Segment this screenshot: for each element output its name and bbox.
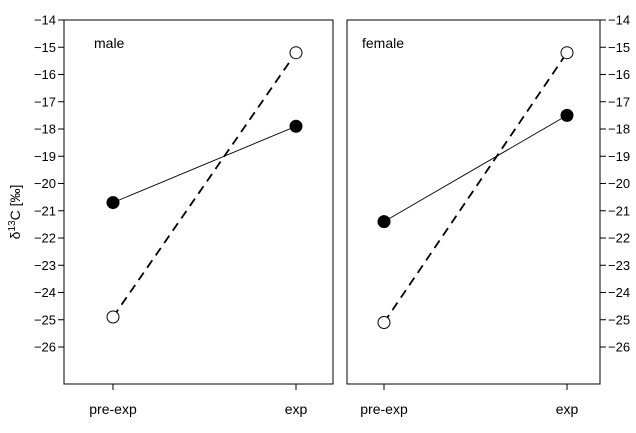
filled-point xyxy=(560,108,574,122)
panel-female: female −14 −15 −16 −17 −18 −19 −20 −21 −22 −23 −24 −… xyxy=(346,13,630,417)
open-point xyxy=(289,46,303,60)
y-tick-label: −25 xyxy=(34,312,56,327)
y-axis-label-suffix: C [‰] xyxy=(7,185,23,221)
plot-frame xyxy=(63,19,334,385)
y-tick-label: −19 xyxy=(608,149,630,164)
y-tick-label: −16 xyxy=(608,67,630,82)
y-tick-label: −20 xyxy=(608,176,630,191)
y-tick-label: −16 xyxy=(34,67,56,82)
series-line-dashed xyxy=(112,52,297,318)
y-tick-label: −22 xyxy=(608,231,630,246)
y-tick-label: −18 xyxy=(34,122,56,137)
y-tick-label: −24 xyxy=(608,285,630,300)
open-point xyxy=(560,46,574,60)
y-tick-label: −24 xyxy=(34,285,56,300)
filled-point xyxy=(289,119,303,133)
x-tick-label: pre-exp xyxy=(360,401,408,417)
x-tick-label: exp xyxy=(556,401,579,417)
series-line-solid xyxy=(112,125,297,203)
panel-title: female xyxy=(362,35,404,51)
y-tick-label: −23 xyxy=(34,258,56,273)
y-tick-label: −20 xyxy=(34,176,56,191)
filled-point xyxy=(106,196,120,210)
y-tick-label: −22 xyxy=(34,231,56,246)
x-tick-label: pre-exp xyxy=(89,401,137,417)
x-tick-label: exp xyxy=(285,401,308,417)
y-tick-label: −25 xyxy=(608,312,630,327)
y-tick-label: −17 xyxy=(34,94,56,109)
y-tick-label: −21 xyxy=(608,203,630,218)
y-tick-label: −17 xyxy=(608,94,630,109)
y-tick-label: −14 xyxy=(608,13,630,28)
y-tick-label: −26 xyxy=(34,340,56,355)
open-point xyxy=(106,310,120,324)
y-tick-label: −19 xyxy=(34,149,56,164)
series-line-solid xyxy=(383,114,568,223)
y-tick-label: −15 xyxy=(608,40,630,55)
y-axis-label-prefix: δ xyxy=(7,231,23,239)
series-line-dashed xyxy=(383,52,568,323)
y-tick-label: −26 xyxy=(608,340,630,355)
y-tick-label: −15 xyxy=(34,40,56,55)
y-axis-label: δ13C [‰] xyxy=(7,185,23,240)
filled-point xyxy=(377,215,391,229)
plot-frame xyxy=(346,19,601,385)
open-point xyxy=(377,315,391,329)
y-tick-label: −23 xyxy=(608,258,630,273)
panel-title: male xyxy=(94,35,125,51)
panel-male: male −14 −15 −16 −17 −18 −19 −20 −21 −22 −23 −24 −25… xyxy=(34,13,334,417)
y-tick-label: −21 xyxy=(34,203,56,218)
y-tick-label: −18 xyxy=(608,122,630,137)
y-tick-label: −14 xyxy=(34,13,56,28)
y-axis-label-superscript: 13 xyxy=(7,220,18,232)
